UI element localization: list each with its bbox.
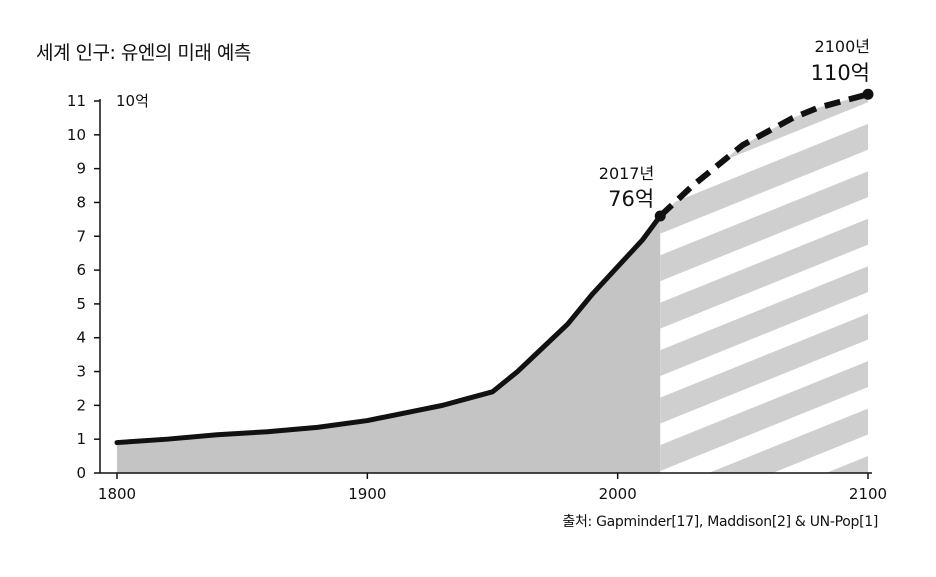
projection-area [660,94,868,474]
y-tick-label: 9 [76,160,86,178]
y-tick-label: 2 [76,396,86,414]
source-note: 출처: Gapminder[17], Maddison[2] & UN-Pop[… [562,514,878,530]
y-tick-label: 3 [76,363,86,381]
y-tick-label: 10 [67,126,86,144]
x-tick-label: 2100 [849,485,887,503]
chart-title: 세계 인구: 유엔의 미래 예측 [36,42,251,64]
x-tick-label: 1800 [98,485,136,503]
annotation-value-label: 76억 [608,187,654,211]
annotation-year-label: 2017년 [599,164,654,183]
annotation-point [654,210,666,222]
y-tick-label: 4 [76,329,86,347]
y-tick-label: 1 [76,430,86,448]
x-tick-label: 2000 [599,485,637,503]
y-unit-label: 10억 [116,92,149,110]
annotation-value-label: 110억 [811,61,870,85]
annotation-year-label: 2100년 [815,37,870,56]
y-tick-label: 5 [76,295,86,313]
historical-area [117,215,661,473]
historical-line [114,213,663,446]
y-tick-label: 7 [76,227,86,245]
y-tick-label: 0 [76,464,86,482]
x-tick-label: 1900 [348,485,386,503]
projection-line [658,91,869,219]
y-tick-label: 8 [76,193,86,211]
annotation-point [862,88,874,100]
y-tick-label: 6 [76,261,86,279]
y-tick-label: 11 [67,92,86,110]
